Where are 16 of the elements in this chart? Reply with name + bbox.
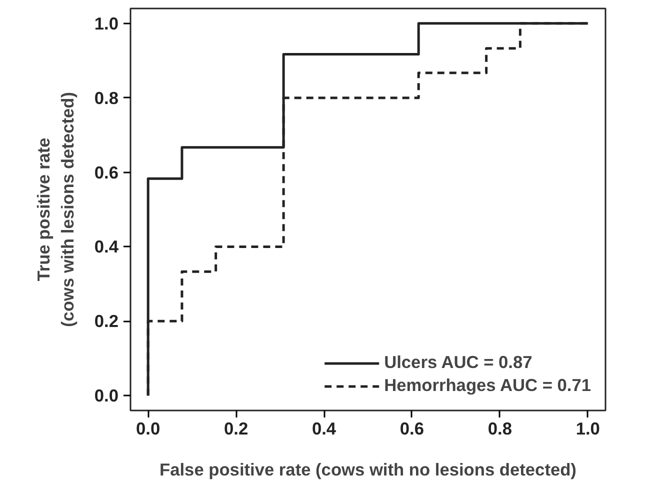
y-tick-label: 0.6 (94, 162, 119, 182)
x-tick-label: 0.8 (488, 418, 512, 438)
y-tick-label: 0.2 (94, 311, 119, 332)
y-tick-label: 0.8 (94, 88, 119, 108)
y-tick-label: 1.0 (94, 13, 119, 34)
y-tick-label: 0.0 (94, 386, 119, 406)
x-tick-label: 0.2 (224, 418, 248, 438)
x-tick-label: 0.6 (400, 418, 424, 438)
legend-label: Hemorrhages AUC = 0.71 (384, 375, 591, 396)
x-axis-title: False positive rate (cows with no lesions detected) (160, 460, 576, 480)
y-axis-title: True positive rate (cows with lesions detected) (33, 92, 78, 327)
legend-label: Ulcers AUC = 0.87 (384, 352, 532, 373)
x-tick-label: 0.4 (312, 418, 336, 438)
text: 1.0 (576, 418, 600, 438)
y-tick-label: 0.4 (94, 236, 119, 257)
text: 0.0 (136, 418, 160, 438)
